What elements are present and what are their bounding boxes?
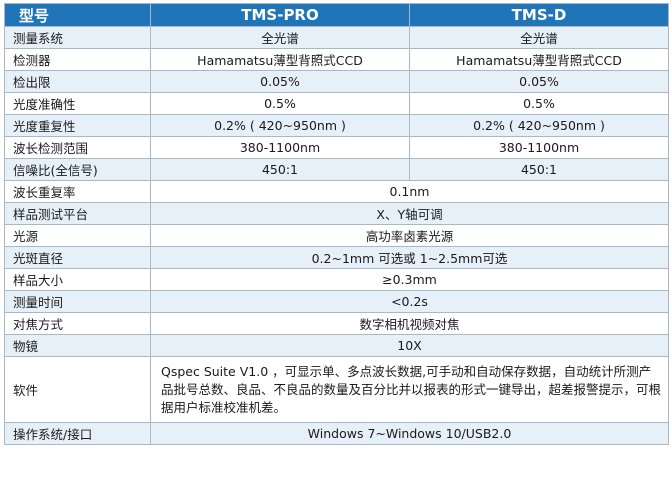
header-row: 型号 TMS-PRO TMS-D (4, 3, 669, 27)
row-value-pro: 380-1100nm (150, 136, 410, 159)
row-value-shared: 数字相机视频对焦 (150, 312, 669, 335)
header-model-label: 型号 (4, 3, 151, 27)
table-row: 检测器 Hamamatsu薄型背照式CCD Hamamatsu薄型背照式CCD (4, 48, 669, 71)
table-row: 检出限 0.05% 0.05% (4, 70, 669, 93)
row-value-d: 0.2% ( 420~950nm ) (409, 114, 669, 137)
row-value-pro: 0.05% (150, 70, 410, 93)
row-label: 光斑直径 (4, 246, 151, 269)
row-label: 软件 (4, 356, 151, 423)
table-row: 波长重复率 0.1nm (4, 180, 669, 203)
row-label: 操作系统/接口 (4, 422, 151, 445)
row-value-shared: ≥0.3mm (150, 268, 669, 291)
row-label: 样品大小 (4, 268, 151, 291)
row-value-d: 450:1 (409, 158, 669, 181)
row-label: 测量系统 (4, 26, 151, 49)
row-label: 对焦方式 (4, 312, 151, 335)
row-value-d: 0.05% (409, 70, 669, 93)
row-value-shared: 0.2~1mm 可选或 1~2.5mm可选 (150, 246, 669, 269)
row-label: 样品测试平台 (4, 202, 151, 225)
row-label: 光源 (4, 224, 151, 247)
row-label: 物镜 (4, 334, 151, 357)
row-value-pro: 450:1 (150, 158, 410, 181)
row-value-shared: <0.2s (150, 290, 669, 313)
row-value-d: 全光谱 (409, 26, 669, 49)
row-label: 波长检测范围 (4, 136, 151, 159)
row-label: 光度重复性 (4, 114, 151, 137)
row-value-d: 0.5% (409, 92, 669, 115)
table-row-os: 操作系统/接口 Windows 7~Windows 10/USB2.0 (4, 422, 669, 445)
spec-table: 型号 TMS-PRO TMS-D 测量系统 全光谱 全光谱 检测器 Hamama… (4, 3, 669, 445)
row-value-pro: Hamamatsu薄型背照式CCD (150, 48, 410, 71)
table-row-software: 软件 Qspec Suite V1.0 ，可显示单、多点波长数据,可手动和自动保… (4, 356, 669, 423)
table-row: 信噪比(全信号) 450:1 450:1 (4, 158, 669, 181)
row-value-shared: X、Y轴可调 (150, 202, 669, 225)
table-row: 光度准确性 0.5% 0.5% (4, 92, 669, 115)
row-label: 检出限 (4, 70, 151, 93)
os-interface-value: Windows 7~Windows 10/USB2.0 (150, 422, 669, 445)
table-row: 波长检测范围 380-1100nm 380-1100nm (4, 136, 669, 159)
table-row: 测量系统 全光谱 全光谱 (4, 26, 669, 49)
table-row: 样品大小 ≥0.3mm (4, 268, 669, 291)
row-value-shared: 高功率卤素光源 (150, 224, 669, 247)
table-row: 光斑直径 0.2~1mm 可选或 1~2.5mm可选 (4, 246, 669, 269)
table-row: 测量时间 <0.2s (4, 290, 669, 313)
row-value-d: Hamamatsu薄型背照式CCD (409, 48, 669, 71)
table-row: 物镜 10X (4, 334, 669, 357)
row-label: 光度准确性 (4, 92, 151, 115)
table-row: 样品测试平台 X、Y轴可调 (4, 202, 669, 225)
row-value-shared: 10X (150, 334, 669, 357)
row-label: 检测器 (4, 48, 151, 71)
row-value-pro: 0.5% (150, 92, 410, 115)
table-row: 对焦方式 数字相机视频对焦 (4, 312, 669, 335)
row-value-d: 380-1100nm (409, 136, 669, 159)
row-value-shared: 0.1nm (150, 180, 669, 203)
header-model-tms-d: TMS-D (409, 3, 669, 27)
software-description: Qspec Suite V1.0 ，可显示单、多点波长数据,可手动和自动保存数据… (150, 356, 669, 423)
header-model-tms-pro: TMS-PRO (150, 3, 410, 27)
table-row: 光源 高功率卤素光源 (4, 224, 669, 247)
row-label: 测量时间 (4, 290, 151, 313)
row-label: 波长重复率 (4, 180, 151, 203)
row-label: 信噪比(全信号) (4, 158, 151, 181)
table-row: 光度重复性 0.2% ( 420~950nm ) 0.2% ( 420~950n… (4, 114, 669, 137)
row-value-pro: 0.2% ( 420~950nm ) (150, 114, 410, 137)
row-value-pro: 全光谱 (150, 26, 410, 49)
